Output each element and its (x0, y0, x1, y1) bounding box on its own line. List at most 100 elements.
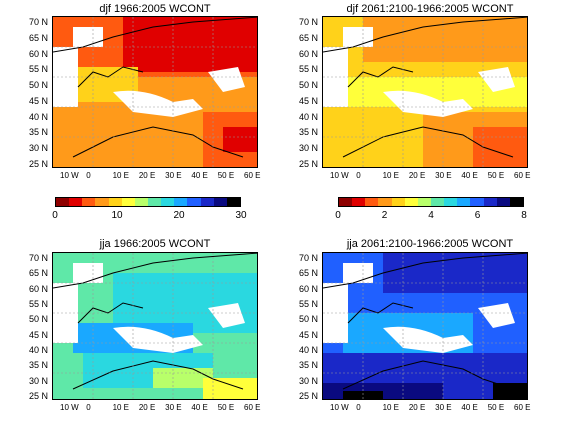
latitude-label: 60 N (28, 48, 48, 59)
longitude-label: 40 E (191, 171, 208, 180)
colorbar-swatch (417, 198, 431, 206)
colorbar-swatch (457, 198, 471, 206)
longitude-label: 60 E (244, 403, 261, 412)
latitude-label: 45 N (298, 329, 318, 340)
colorbar-swatch (69, 198, 83, 206)
longitude-label: 0 (356, 171, 361, 180)
colorbar-swatch (470, 198, 484, 206)
latitude-label: 55 N (28, 299, 48, 309)
colorbar-swatch (339, 198, 353, 206)
latitude-label: 30 N (298, 143, 318, 154)
colorbar-swatch (82, 198, 96, 206)
longitude-label: 10 W (60, 403, 79, 412)
longitude-label: 10 E (112, 403, 130, 412)
latitude-label: 25 N (28, 159, 48, 169)
latitude-label: 65 N (28, 268, 48, 279)
longitude-label: 10 W (60, 171, 79, 180)
colorbar-swatch (483, 198, 497, 206)
longitude-label: 60 E (244, 171, 261, 180)
longitude-label: 20 E (408, 171, 426, 180)
colorbar-tick-label: 2 (381, 210, 388, 221)
map-djf-baseline (52, 16, 258, 168)
colorbar-swatch (134, 198, 148, 206)
colorbar-swatch (496, 198, 510, 206)
latitude-label: 45 N (28, 329, 48, 340)
latitude-label: 30 N (28, 143, 48, 154)
longitude-label: 30 E (435, 171, 452, 180)
colorbar-tick-label: 8 (521, 210, 527, 221)
colorbar-swatch (121, 198, 135, 206)
latitude-label: 40 N (28, 345, 48, 355)
latitude-label: 45 N (28, 95, 48, 106)
colorbar-swatch (444, 198, 458, 206)
colorbar-tick-label: 20 (173, 210, 185, 221)
latitude-label: 50 N (28, 314, 48, 325)
longitude-label: 40 E (461, 403, 478, 412)
colorbar-tick-label: 10 (111, 210, 123, 221)
longitude-label: 40 E (461, 171, 478, 180)
colorbar-swatch (391, 198, 405, 206)
colorbar-tick-label: 0 (335, 210, 341, 221)
latitude-label: 35 N (298, 127, 318, 138)
latitude-label: 55 N (28, 64, 48, 75)
panel-title-jja-baseline: jja 1966:2005 WCONT (99, 238, 211, 250)
colorbar-swatch (404, 198, 418, 206)
longitude-label: 60 E (514, 171, 531, 180)
longitude-label: 50 E (217, 403, 235, 412)
latitude-label: 35 N (28, 127, 48, 138)
colorbar-swatch (509, 198, 523, 206)
colorbar-djf-baseline (55, 197, 241, 207)
latitude-label: 70 N (28, 253, 48, 263)
colorbar-swatch (56, 198, 70, 206)
colorbar-swatch (161, 198, 175, 206)
longitude-label: 10 W (330, 171, 349, 180)
map-djf-change (322, 16, 528, 168)
panel-title-djf-baseline: djf 1966:2005 WCONT (99, 3, 211, 15)
latitude-label: 70 N (28, 17, 48, 27)
longitude-label: 0 (356, 403, 361, 412)
longitude-label: 10 E (112, 171, 130, 180)
panel-title-djf-change: djf 2061:2100-1966:2005 WCONT (346, 3, 514, 15)
map-field-jja-change (323, 253, 527, 399)
map-jja-baseline (52, 252, 258, 400)
latitude-label: 30 N (298, 375, 318, 386)
colorbar-tick-label: 4 (428, 210, 434, 221)
longitude-label: 10 E (382, 171, 400, 180)
longitude-label: 30 E (165, 403, 182, 412)
map-field-djf-change (323, 17, 527, 167)
longitude-label: 0 (86, 403, 91, 412)
longitude-label: 0 (86, 171, 91, 180)
map-field-djf-baseline (53, 17, 257, 167)
latitude-label: 60 N (298, 283, 318, 294)
longitude-label: 20 E (138, 403, 156, 412)
latitude-label: 50 N (298, 80, 318, 91)
colorbar-swatch (200, 198, 214, 206)
colorbar-tick-label: 6 (474, 210, 481, 221)
latitude-label: 50 N (28, 80, 48, 91)
longitude-label: 40 E (191, 403, 208, 412)
latitude-label: 35 N (28, 360, 48, 371)
map-field-jja-baseline (53, 253, 257, 399)
longitude-label: 10 E (382, 403, 400, 412)
colorbar-swatch (430, 198, 445, 206)
latitude-label: 65 N (298, 268, 318, 279)
latitude-label: 60 N (298, 48, 318, 59)
panel-title-jja-change: jja 2061:2100-1966:2005 WCONT (346, 238, 514, 250)
colorbar-swatch (378, 198, 392, 206)
latitude-label: 50 N (298, 314, 318, 325)
colorbar-swatch (174, 198, 188, 206)
longitude-label: 20 E (138, 171, 156, 180)
longitude-label: 30 E (165, 171, 182, 180)
latitude-label: 40 N (28, 111, 48, 122)
latitude-label: 70 N (298, 253, 318, 263)
colorbar-swatch (365, 198, 379, 206)
longitude-label: 50 E (217, 171, 235, 180)
latitude-label: 40 N (298, 111, 318, 122)
map-jja-change (322, 252, 528, 400)
latitude-label: 25 N (298, 159, 318, 169)
latitude-label: 70 N (298, 17, 318, 27)
longitude-label: 10 W (330, 403, 349, 412)
latitude-label: 55 N (298, 299, 318, 309)
colorbar-swatch (352, 198, 366, 206)
latitude-label: 40 N (298, 345, 318, 355)
